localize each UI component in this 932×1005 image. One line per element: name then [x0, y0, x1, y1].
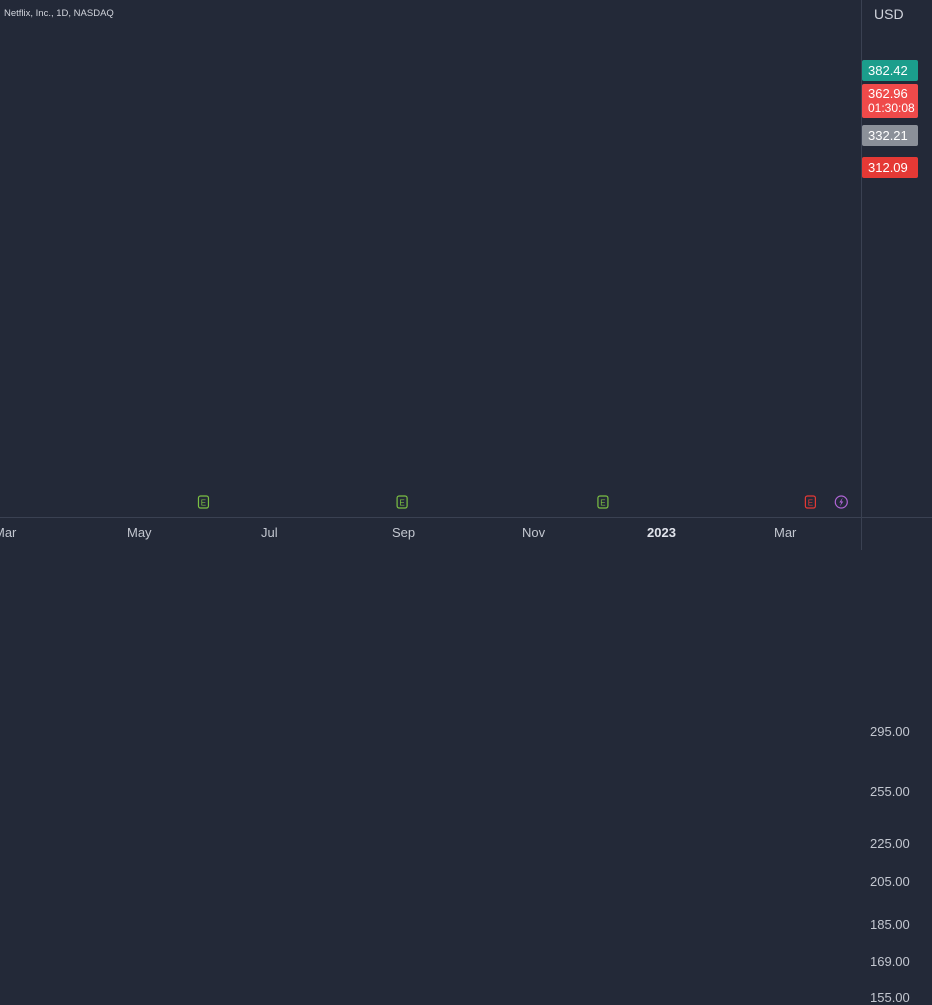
current-price-tag: 362.96 01:30:08	[862, 84, 918, 118]
earnings-marker	[197, 495, 210, 509]
earnings-marker-label: E	[808, 499, 813, 508]
bar-countdown: 01:30:08	[868, 101, 915, 115]
entry-price-tag: 332.21	[862, 125, 918, 146]
price-tick-label: 225.00	[870, 835, 910, 851]
earnings-marker	[597, 495, 609, 509]
time-tick-label: Jul	[261, 525, 278, 540]
price-tick-label: 155.00	[870, 989, 910, 1005]
dividend-marker	[834, 495, 848, 509]
price-tick-label: 295.00	[870, 723, 910, 739]
currency-label[interactable]: USD	[874, 6, 904, 22]
earnings-marker-label: E	[399, 499, 404, 508]
time-tick-label: May	[127, 525, 152, 540]
time-tick-label: Mar	[0, 525, 17, 540]
lightning-icon	[839, 497, 844, 507]
time-tick-label: Nov	[522, 525, 546, 540]
current-price-value: 362.96	[868, 86, 908, 101]
stop-price-tag: 312.09	[862, 157, 918, 178]
earnings-marker-label: E	[600, 499, 605, 508]
time-tick-label: Sep	[392, 525, 416, 540]
time-axis-border	[0, 517, 932, 518]
price-tick-label: 185.00	[870, 916, 910, 932]
target-price-tag: 382.42	[862, 60, 918, 81]
price-tick-label: 205.00	[870, 874, 910, 890]
price-tick-label: 169.00	[870, 954, 910, 970]
earnings-marker	[804, 495, 816, 509]
earnings-marker	[396, 495, 408, 509]
price-axis-border	[861, 0, 862, 550]
time-tick-label: 2023	[647, 525, 676, 540]
time-tick-label: Mar	[774, 525, 797, 540]
earnings-marker-label: E	[201, 499, 206, 508]
symbol-title: Netflix, Inc., 1D, NASDAQ	[4, 8, 114, 19]
price-tick-label: 255.00	[870, 784, 910, 800]
